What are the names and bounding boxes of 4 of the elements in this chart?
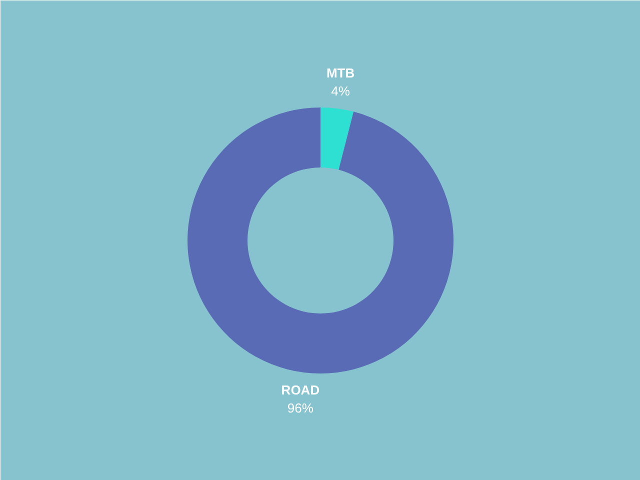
slice-label: MTB	[326, 65, 355, 80]
slice-label: ROAD	[281, 382, 320, 398]
data-label: 96%	[287, 400, 314, 416]
data-label: 4%	[331, 83, 350, 98]
